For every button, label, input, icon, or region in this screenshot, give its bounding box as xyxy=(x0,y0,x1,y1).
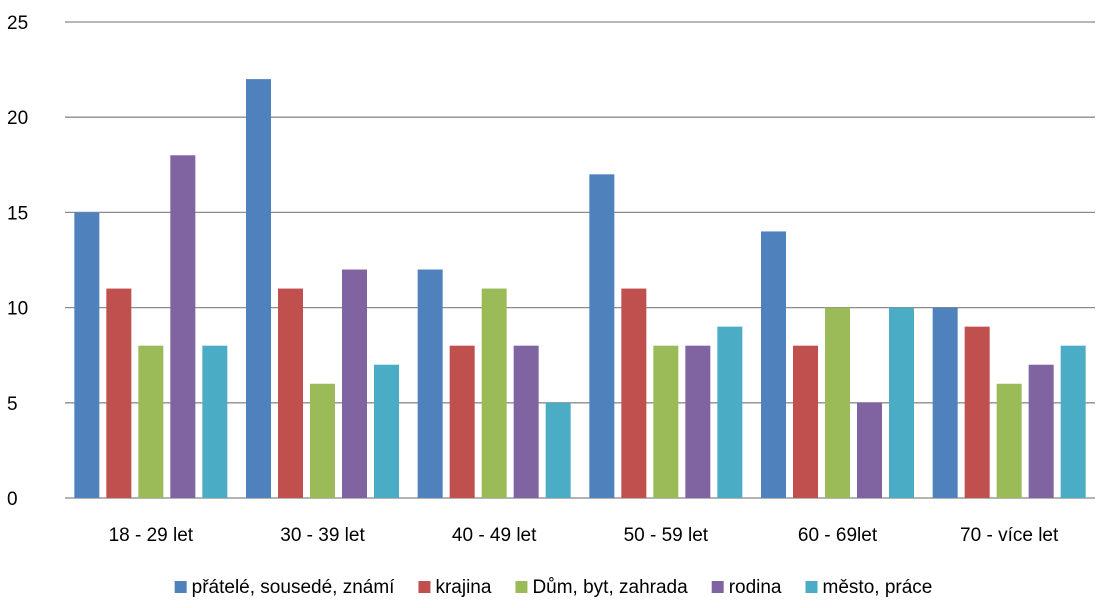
bar xyxy=(278,288,303,498)
legend-item: krajina xyxy=(418,577,492,598)
legend-label: přátelé, sousedé, známí xyxy=(192,577,396,598)
bar xyxy=(449,345,475,498)
bar xyxy=(1028,364,1054,498)
y-tick-label: 5 xyxy=(7,394,18,415)
bar xyxy=(761,231,786,498)
legend: přátelé, sousedé, známí krajina Dům, byt, … xyxy=(174,577,933,598)
x-axis-labels: 18 - 29 let 30 - 39 let 40 - 49 let 50 - 59… xyxy=(109,525,1059,546)
bar xyxy=(932,307,958,498)
bar xyxy=(138,345,164,498)
bar xyxy=(417,269,443,498)
legend-label: město, práce xyxy=(823,577,933,598)
legend-item: město, práce xyxy=(805,577,933,598)
bar xyxy=(996,383,1022,498)
bar xyxy=(621,288,647,498)
y-axis-ticks: 0 5 10 15 20 25 xyxy=(7,13,28,510)
bar xyxy=(717,326,743,498)
bar xyxy=(793,345,818,498)
bar xyxy=(106,288,132,498)
bar xyxy=(825,307,850,498)
legend-swatch xyxy=(515,581,528,593)
x-tick-label: 40 - 49 let xyxy=(452,525,537,546)
bar xyxy=(170,155,196,498)
legend-label: krajina xyxy=(435,577,491,598)
legend-swatch xyxy=(418,581,431,593)
bar xyxy=(589,174,615,498)
x-tick-label: 50 - 59 let xyxy=(624,525,709,546)
bar xyxy=(545,402,571,498)
x-tick-label: 30 - 39 let xyxy=(280,525,365,546)
bar xyxy=(1060,345,1086,498)
x-tick-label: 60 - 69let xyxy=(798,525,878,546)
y-tick-label: 25 xyxy=(7,13,28,34)
legend-swatch xyxy=(711,581,724,593)
bar xyxy=(202,345,228,498)
bar xyxy=(481,288,507,498)
legend-item: rodina xyxy=(711,577,782,598)
legend-label: Dům, byt, zahrada xyxy=(532,577,688,598)
legend-swatch xyxy=(174,581,187,593)
bar xyxy=(685,345,711,498)
legend-item: Dům, byt, zahrada xyxy=(515,577,688,598)
bars xyxy=(74,79,1086,499)
bar xyxy=(246,79,271,499)
bar xyxy=(653,345,679,498)
x-tick-label: 18 - 29 let xyxy=(109,525,194,546)
bar xyxy=(374,364,399,498)
bar xyxy=(857,402,882,498)
bar xyxy=(74,212,100,498)
y-tick-label: 20 xyxy=(7,108,28,129)
y-tick-label: 15 xyxy=(7,203,28,224)
bar xyxy=(342,269,367,498)
gridlines xyxy=(65,21,1095,499)
x-tick-label: 70 - více let xyxy=(960,525,1059,546)
y-tick-label: 0 xyxy=(7,489,18,510)
y-tick-label: 10 xyxy=(7,299,28,320)
bar xyxy=(964,326,990,498)
legend-label: rodina xyxy=(729,577,782,598)
bar xyxy=(310,383,335,498)
bar xyxy=(889,307,914,498)
bar xyxy=(513,345,539,498)
legend-swatch xyxy=(805,581,818,593)
legend-item: přátelé, sousedé, známí xyxy=(174,577,396,598)
